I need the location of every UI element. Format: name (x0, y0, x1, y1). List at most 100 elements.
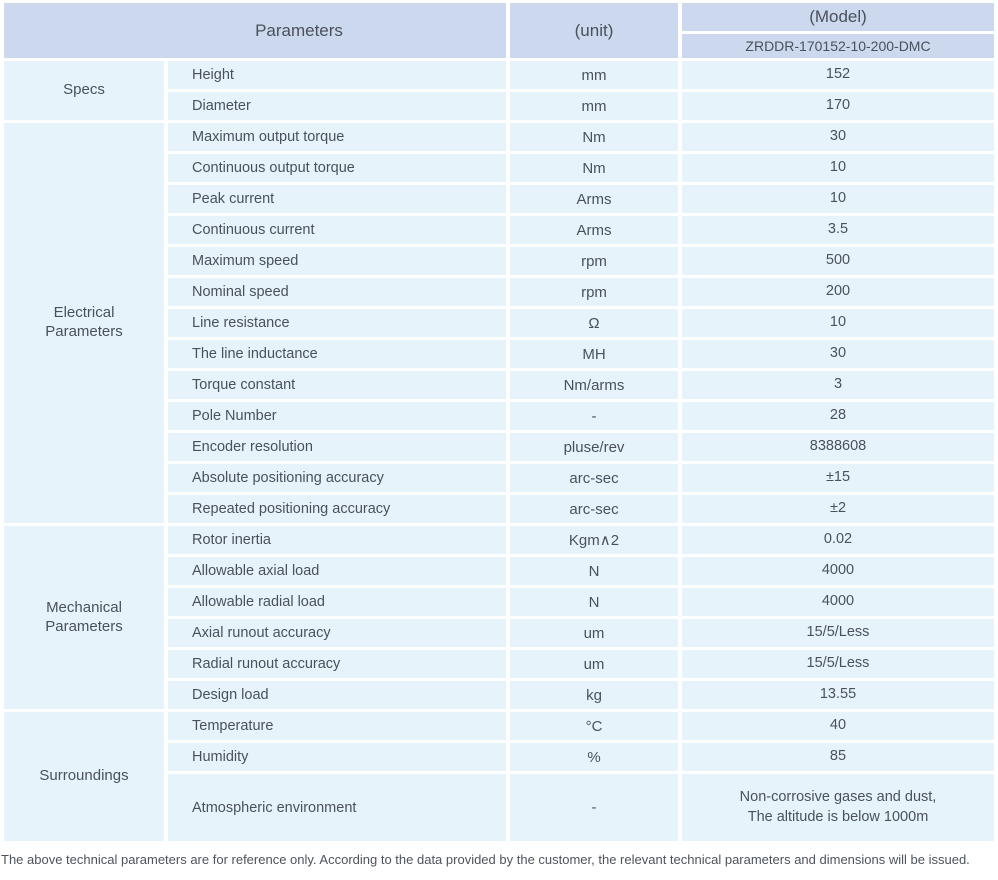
value-cell: 10 (682, 309, 994, 337)
table-row: Continuous current Arms 3.5 (4, 216, 994, 244)
unit-cell: mm (510, 92, 678, 120)
section-category-cell: Surroundings (4, 712, 164, 841)
unit-cell: Nm (510, 123, 678, 151)
table-row: Surroundings Temperature °C 40 (4, 712, 994, 841)
unit-cell: Nm/arms (510, 371, 678, 399)
table-row: Humidity% 85 (4, 743, 994, 771)
value-cell: 8388608 (682, 433, 994, 461)
table-row: Pole Number -28 (4, 402, 994, 430)
value-cell: 15/5/Less (682, 650, 994, 678)
unit-cell: arc-sec (510, 464, 678, 492)
footer-note: The above technical parameters are for r… (1, 852, 970, 867)
param-name-cell: Pole Number (168, 402, 506, 430)
param-name-cell: Diameter (168, 92, 506, 120)
value-cell: 4000 (682, 557, 994, 585)
table-row: Axial runout accuracy um 15/5/Less (4, 619, 994, 647)
value-cell: 85 (682, 743, 994, 771)
table-row: Radial runout accuracy um 15/5/Less (4, 650, 994, 678)
table-row: Peak current Arms 10 (4, 185, 994, 213)
value-cell: 3 (682, 371, 994, 399)
param-name-cell: The line inductance (168, 340, 506, 368)
unit-cell: rpm (510, 278, 678, 306)
section-category-cell: Mechanical Parameters (4, 526, 164, 709)
header-model-value: ZRDDR-170152-10-200-DMC (682, 34, 994, 58)
value-cell: 200 (682, 278, 994, 306)
table-row: Torque constant Nm/arms 3 (4, 371, 994, 399)
unit-cell: pluse/rev (510, 433, 678, 461)
table-row: Maximum speed rpm 500 (4, 247, 994, 275)
header-row-2: ZRDDR-170152-10-200-DMC (4, 34, 994, 58)
unit-cell: rpm (510, 247, 678, 275)
param-name-cell: Continuous output torque (168, 154, 506, 182)
param-name-cell: Allowable axial load (168, 557, 506, 585)
param-name-cell: Maximum output torque (168, 123, 506, 151)
unit-cell: Kgm∧2 (510, 526, 678, 554)
unit-cell: arc-sec (510, 495, 678, 523)
param-name-cell: Atmospheric environment (168, 774, 506, 841)
section-category-cell: Electrical Parameters (4, 123, 164, 523)
param-name-cell: Line resistance (168, 309, 506, 337)
table-row: Electrical Parameters Maximum output torq… (4, 123, 994, 523)
value-cell: 28 (682, 402, 994, 430)
value-cell: Non-corrosive gases and dust, The altitu… (682, 774, 994, 841)
param-name-cell: Allowable radial load (168, 588, 506, 616)
table-row: Design load kg 13.55 (4, 681, 994, 709)
param-name-cell: Absolute positioning accuracy (168, 464, 506, 492)
unit-cell: Nm (510, 154, 678, 182)
unit-cell: kg (510, 681, 678, 709)
param-name-cell: Axial runout accuracy (168, 619, 506, 647)
value-cell: ±2 (682, 495, 994, 523)
table-row: Absolute positioning accuracy arc-sec ±15 (4, 464, 994, 492)
unit-cell: Arms (510, 216, 678, 244)
value-cell: 4000 (682, 588, 994, 616)
unit-cell: - (510, 774, 678, 841)
value-cell: ±15 (682, 464, 994, 492)
param-name-cell: Peak current (168, 185, 506, 213)
param-name-cell: Encoder resolution (168, 433, 506, 461)
table-row: Specs Height mm 152 (4, 61, 994, 120)
value-cell: 3.5 (682, 216, 994, 244)
spec-table: Parameters (unit) (Model) ZRDDR-170152-1… (4, 3, 994, 841)
table-row: Mechanical Parameters Rotor inertia Kgm∧2 0… (4, 526, 994, 709)
unit-cell: mm (510, 61, 678, 89)
header-parameters: Parameters (4, 3, 506, 58)
unit-cell: N (510, 557, 678, 585)
table-row: Allowable axial load N 4000 (4, 557, 994, 585)
unit-cell: um (510, 619, 678, 647)
unit-cell: Arms (510, 185, 678, 213)
header-unit: (unit) (510, 3, 678, 58)
unit-cell: um (510, 650, 678, 678)
value-cell: 13.55 (682, 681, 994, 709)
value-cell: 30 (682, 123, 994, 151)
unit-cell: MH (510, 340, 678, 368)
spec-table-body: Specs Height mm 152 Diameter mm 170 Electrical … (4, 61, 994, 841)
param-name-cell: Temperature (168, 712, 506, 740)
table-row: Encoder resolution pluse/rev 8388608 (4, 433, 994, 461)
spec-table-header: Parameters (unit) (Model) ZRDDR-170152-1… (4, 3, 994, 58)
unit-cell: - (510, 402, 678, 430)
header-model: (Model) (682, 3, 994, 31)
table-row: Nominal speed rpm 200 (4, 278, 994, 306)
value-cell: 152 (682, 61, 994, 89)
table-row: Allowable radial load N 4000 (4, 588, 994, 616)
value-cell: 40 (682, 712, 994, 740)
value-cell: 30 (682, 340, 994, 368)
param-name-cell: Humidity (168, 743, 506, 771)
header-row-1: Parameters (unit) (Model) (4, 3, 994, 58)
param-name-cell: Repeated positioning accuracy (168, 495, 506, 523)
param-name-cell: Continuous current (168, 216, 506, 244)
table-row: Repeated positioning accuracy arc-sec ±2 (4, 495, 994, 523)
value-cell: 15/5/Less (682, 619, 994, 647)
table-row: Continuous output torque Nm 10 (4, 154, 994, 182)
value-cell: 0.02 (682, 526, 994, 554)
unit-cell: N (510, 588, 678, 616)
unit-cell: Ω (510, 309, 678, 337)
section-category-cell: Specs (4, 61, 164, 120)
value-cell: 500 (682, 247, 994, 275)
param-name-cell: Radial runout accuracy (168, 650, 506, 678)
unit-cell: °C (510, 712, 678, 740)
value-cell: 170 (682, 92, 994, 120)
table-row: Atmospheric environment - Non-corrosive ga… (4, 774, 994, 841)
param-name-cell: Maximum speed (168, 247, 506, 275)
